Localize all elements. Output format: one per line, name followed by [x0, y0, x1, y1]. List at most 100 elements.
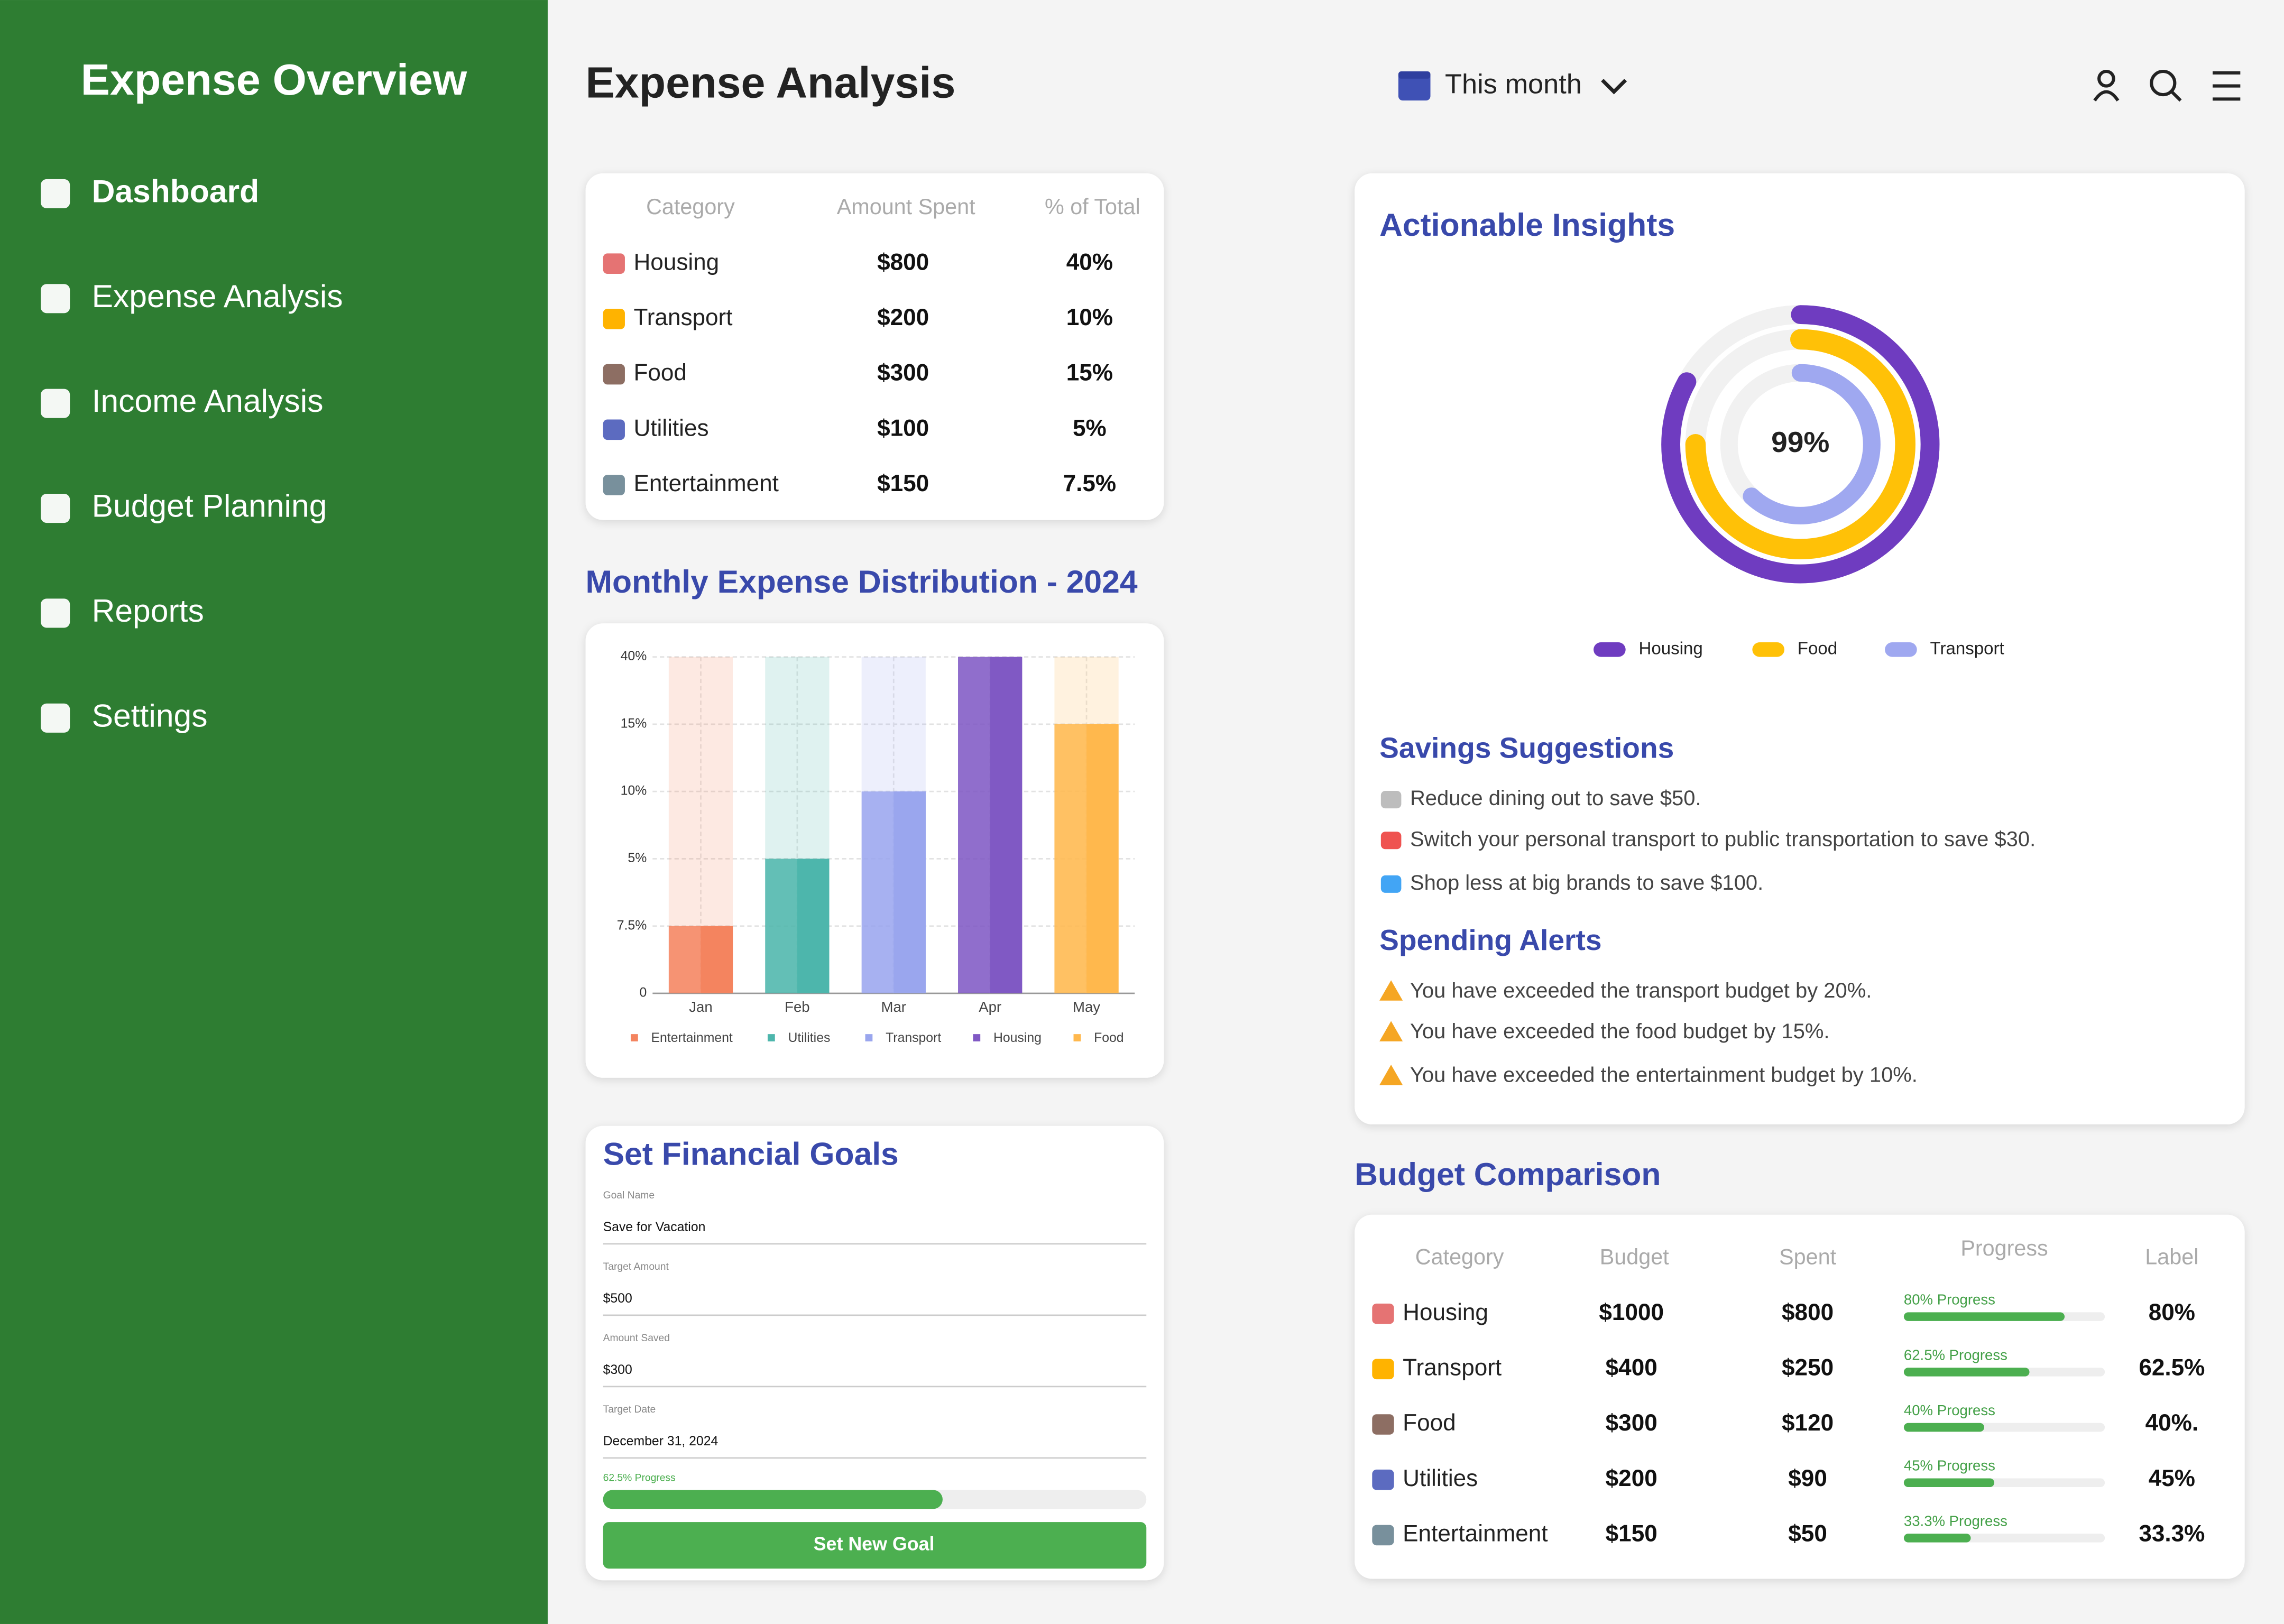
- category-icon: [603, 309, 625, 329]
- table-cell: $200: [1606, 1465, 1657, 1491]
- legend-label: Entertainment: [651, 1031, 733, 1045]
- sidebar-title: Expense Overview: [81, 55, 467, 104]
- y-tick-label: 40%: [621, 649, 647, 663]
- profile-icon[interactable]: [2093, 69, 2120, 102]
- field-value[interactable]: December 31, 2024: [603, 1434, 719, 1448]
- nav-icon[interactable]: [41, 179, 70, 209]
- nav-item[interactable]: Dashboard: [92, 173, 260, 209]
- suggestion: Shop less at big brands to save $100.: [1410, 871, 1763, 894]
- table-cell: $250: [1782, 1354, 1834, 1380]
- nav-item[interactable]: Budget Planning: [92, 488, 327, 524]
- table-cell: Utilities: [1403, 1465, 1478, 1491]
- chart-title: Monthly Expense Distribution - 2024: [586, 564, 1138, 599]
- category-icon: [1372, 1525, 1394, 1546]
- x-tick-label: Jan: [689, 999, 712, 1015]
- table-header: Spent: [1779, 1244, 1836, 1269]
- legend-label: Utilities: [788, 1031, 831, 1045]
- bar-shade: [990, 657, 1023, 994]
- insights-card: [1355, 173, 2245, 1124]
- table-cell: 40%.: [2145, 1410, 2198, 1436]
- table-cell: $50: [1788, 1521, 1827, 1547]
- progress-label: 33.3% Progress: [1904, 1512, 2007, 1529]
- table-cell: $300: [1606, 1410, 1657, 1436]
- nav-item[interactable]: Income Analysis: [92, 383, 324, 419]
- nav-icon[interactable]: [41, 598, 70, 628]
- nav-item[interactable]: Reports: [92, 593, 204, 629]
- suggestion-icon: [1380, 875, 1402, 893]
- x-tick-label: Mar: [881, 999, 906, 1015]
- alert: You have exceeded the food budget by 15%…: [1410, 1020, 1830, 1043]
- category-icon: [603, 475, 625, 495]
- nav-icon[interactable]: [41, 494, 70, 523]
- nav-item[interactable]: Settings: [92, 697, 208, 733]
- nav-icon[interactable]: [41, 389, 70, 418]
- table-cell: 40%: [1066, 249, 1113, 275]
- progress-label: 62.5% Progress: [603, 1473, 676, 1484]
- suggestion: Switch your personal transport to public…: [1410, 827, 2036, 851]
- field-value[interactable]: $500: [603, 1291, 632, 1306]
- donut-arc: [1743, 364, 1881, 524]
- legend-label: Food: [1798, 639, 1837, 659]
- table-cell: 33.3%: [2139, 1521, 2205, 1547]
- table-cell: Transport: [1403, 1354, 1502, 1380]
- progress-fill: [1903, 1478, 1995, 1487]
- period-select[interactable]: This month: [1445, 69, 1582, 99]
- alert-icon: [1379, 1021, 1403, 1041]
- goal-button[interactable]: [603, 1522, 1147, 1569]
- progress-label: 45% Progress: [1904, 1457, 1995, 1474]
- field-label: Amount Saved: [603, 1333, 670, 1344]
- nav-item[interactable]: Expense Analysis: [92, 278, 343, 314]
- dropdown-chevron[interactable]: [1601, 79, 1627, 95]
- field-value[interactable]: Save for Vacation: [603, 1220, 706, 1234]
- table-cell: 80%: [2149, 1299, 2195, 1325]
- table-cell: Transport: [633, 304, 732, 330]
- category-icon: [603, 419, 625, 440]
- suggestion-icon: [1380, 791, 1402, 809]
- category-icon: [1372, 1414, 1394, 1435]
- progress-fill: [1903, 1368, 2030, 1377]
- progress-fill: [1903, 1534, 1971, 1543]
- table-cell: 45%: [2149, 1465, 2195, 1491]
- category-icon: [603, 253, 625, 274]
- goal-button-label[interactable]: Set New Goal: [814, 1534, 935, 1555]
- table-cell: Utilities: [633, 415, 708, 441]
- budget-title: Budget Comparison: [1355, 1156, 1661, 1192]
- bar-shade: [701, 926, 733, 994]
- nav-icon[interactable]: [41, 284, 70, 313]
- y-tick-label: 0: [639, 986, 647, 1000]
- progress-fill: [1903, 1423, 1984, 1432]
- progress-label: 62.5% Progress: [1904, 1346, 2007, 1363]
- calendar-icon: [1398, 71, 1431, 101]
- field-value[interactable]: $300: [603, 1363, 632, 1377]
- table-header: Progress: [1960, 1236, 2048, 1260]
- suggestion: Reduce dining out to save $50.: [1410, 787, 1701, 810]
- table-header: Amount Spent: [837, 195, 975, 219]
- legend-marker: [1594, 642, 1626, 657]
- table-cell: $150: [877, 470, 929, 496]
- menu-icon[interactable]: [2213, 71, 2241, 101]
- insights-title: Actionable Insights: [1379, 207, 1675, 243]
- field-label: Target Amount: [603, 1261, 669, 1272]
- goals-card: [585, 1125, 1164, 1581]
- donut-arc: [1685, 329, 1915, 559]
- table-cell: $120: [1782, 1410, 1834, 1436]
- legend-label: Housing: [993, 1031, 1042, 1045]
- progress-fill: [603, 1490, 943, 1509]
- y-tick-label: 15%: [621, 716, 647, 731]
- legend-marker: [1752, 642, 1784, 657]
- search-icon[interactable]: [2150, 69, 2182, 102]
- legend-marker: [973, 1034, 981, 1041]
- field-label: Goal Name: [603, 1190, 655, 1201]
- bar-shade: [797, 859, 830, 994]
- donut-arc: [1661, 305, 1940, 584]
- goals-title: Set Financial Goals: [603, 1136, 899, 1172]
- progress-fill: [1903, 1312, 2065, 1321]
- category-icon: [1372, 1469, 1394, 1490]
- nav-icon[interactable]: [41, 703, 70, 733]
- alert-icon: [1379, 980, 1403, 1001]
- x-tick-label: Feb: [785, 999, 809, 1015]
- alerts-title: Spending Alerts: [1379, 924, 1601, 956]
- table-cell: 15%: [1066, 360, 1113, 386]
